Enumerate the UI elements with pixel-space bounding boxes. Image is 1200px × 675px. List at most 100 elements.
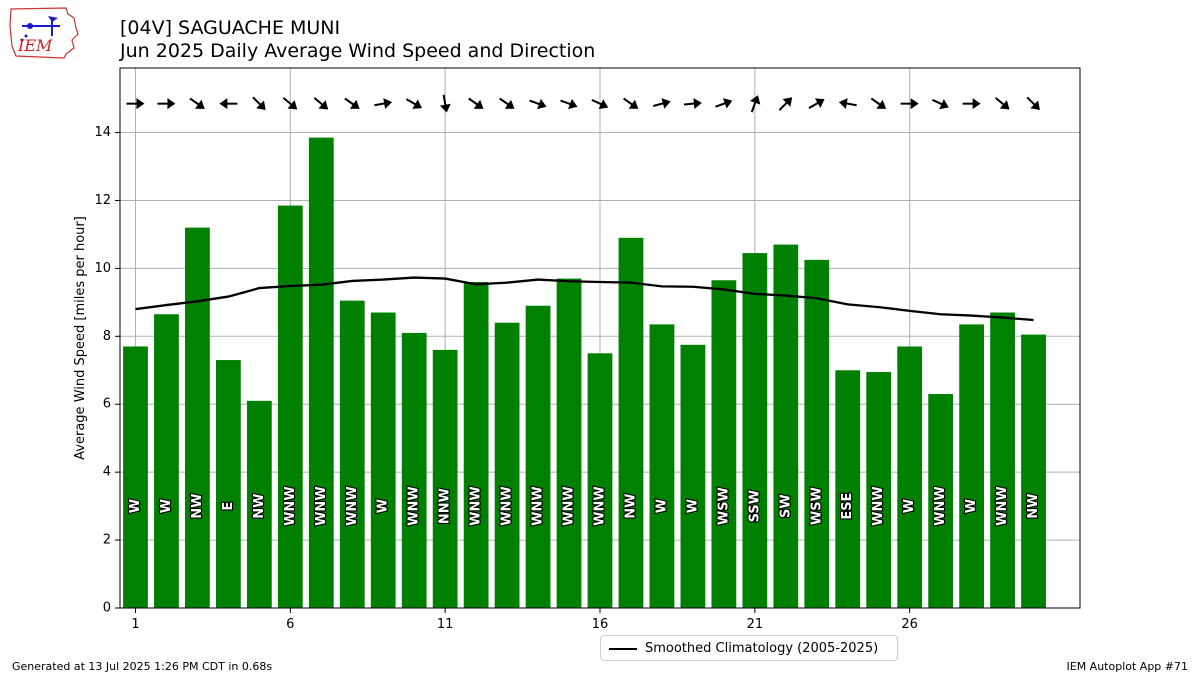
direction-label-day-19: W — [685, 499, 700, 513]
legend-line-swatch — [609, 648, 637, 650]
wind-arrow-head-day-10 — [412, 99, 422, 109]
bar-day-4 — [216, 360, 241, 608]
y-tick-label: 4 — [103, 465, 111, 480]
bar-day-20 — [711, 280, 737, 608]
wind-arrow-shaft-day-14 — [529, 99, 542, 106]
direction-label-day-14: WNW — [531, 486, 546, 526]
direction-label-day-8: WNW — [345, 486, 360, 526]
bar-day-29 — [990, 312, 1015, 608]
y-axis-label: Average Wind Speed [miles per hour] — [73, 216, 88, 460]
wind-arrow-head-day-14 — [537, 98, 547, 110]
bar-day-26 — [897, 346, 923, 608]
wind-arrow-head-day-22 — [782, 97, 793, 107]
bar-day-1 — [123, 346, 148, 608]
wind-arrow-head-day-6 — [287, 100, 298, 110]
direction-label-day-29: WNW — [995, 486, 1010, 526]
direction-label-day-25: WNW — [871, 486, 886, 526]
y-tick-label: 6 — [103, 397, 111, 412]
wind-arrow-shaft-day-18 — [652, 101, 666, 107]
title-line-station: [04V] SAGUACHE MUNI — [120, 17, 341, 39]
bar-day-18 — [649, 324, 675, 608]
bar-day-25 — [866, 371, 892, 608]
wind-arrow-head-day-9 — [383, 98, 393, 109]
bar-day-24 — [835, 370, 861, 608]
wind-arrow-head-day-11 — [439, 103, 451, 113]
bar-day-15 — [556, 278, 582, 608]
wind-arrow-shaft-day-12 — [468, 97, 480, 107]
iem-logo: IEM — [8, 6, 80, 60]
direction-label-day-13: WNW — [500, 486, 515, 526]
direction-label-day-27: WNW — [933, 486, 948, 526]
direction-label-day-17: NW — [623, 493, 638, 518]
wind-arrow-head-day-2 — [167, 98, 176, 110]
direction-label-day-16: WNW — [593, 486, 608, 526]
wind-arrow-shaft-day-25 — [870, 97, 882, 107]
direction-label-day-11: NNW — [438, 488, 453, 524]
bar-day-22 — [773, 244, 799, 609]
bar-day-13 — [494, 322, 520, 608]
bar-day-2 — [154, 314, 179, 608]
direction-label-day-24: ESE — [840, 493, 855, 520]
wind-arrow-head-day-25 — [876, 99, 887, 109]
direction-label-day-15: WNW — [562, 486, 577, 526]
chart-title: [04V] SAGUACHE MUNI Jun 2025 Daily Avera… — [120, 17, 595, 63]
bar-day-27 — [928, 394, 954, 608]
bar-day-19 — [680, 344, 706, 608]
bar-day-5 — [246, 400, 272, 608]
bar-day-14 — [525, 305, 551, 608]
direction-label-day-21: SSW — [747, 490, 762, 522]
bar-day-30 — [1021, 334, 1046, 608]
wind-arrow-head-day-26 — [910, 98, 919, 110]
x-tick-label: 26 — [901, 617, 918, 632]
x-tick-label: 21 — [747, 617, 764, 632]
wind-arrow-head-day-24 — [838, 98, 848, 109]
x-tick-label: 11 — [437, 617, 454, 632]
direction-label-day-23: WSW — [809, 487, 824, 525]
wind-arrow-head-day-21 — [750, 95, 761, 105]
title-line-description: Jun 2025 Daily Average Wind Speed and Di… — [120, 40, 596, 62]
direction-label-day-9: W — [376, 499, 391, 513]
bar-day-28 — [959, 324, 984, 608]
wind-arrow-head-day-29 — [999, 100, 1010, 110]
wind-arrow-head-day-23 — [814, 98, 825, 108]
wind-arrow-shaft-day-27 — [932, 98, 944, 106]
y-tick-label: 12 — [94, 193, 111, 208]
climatology-line — [135, 276, 1034, 322]
x-tick-label: 1 — [131, 617, 139, 632]
wind-arrow-shaft-day-15 — [560, 99, 573, 106]
direction-label-day-30: NW — [1026, 493, 1041, 518]
direction-label-day-1: W — [128, 499, 143, 513]
wind-arrow-head-day-19 — [693, 98, 702, 110]
logo-text: IEM — [17, 36, 53, 55]
wind-arrow-head-day-27 — [939, 99, 949, 110]
wind-arrow-shaft-day-16 — [591, 98, 604, 106]
bar-day-12 — [463, 281, 489, 608]
wind-arrow-head-day-12 — [473, 99, 484, 109]
wind-arrow-shaft-day-29 — [995, 97, 1006, 107]
wind-arrow-head-day-30 — [1030, 100, 1040, 111]
direction-label-day-2: W — [159, 499, 174, 513]
wind-arrow-head-day-13 — [504, 99, 515, 109]
bar-day-7 — [308, 137, 334, 609]
wind-arrow-head-day-15 — [568, 98, 578, 110]
direction-label-day-7: WNW — [314, 486, 329, 526]
direction-label-day-26: W — [902, 499, 917, 513]
generated-timestamp: Generated at 13 Jul 2025 1:26 PM CDT in … — [12, 660, 273, 673]
bar-day-10 — [401, 332, 427, 608]
app-label: IEM Autoplot App #71 — [1066, 660, 1189, 673]
wind-arrow-shaft-day-17 — [623, 97, 634, 107]
wind-arrow-head-day-3 — [195, 99, 205, 109]
bar-day-21 — [742, 253, 768, 608]
bar-day-8 — [339, 300, 365, 608]
y-tick-label: 10 — [94, 261, 111, 276]
direction-label-day-6: WNW — [283, 486, 298, 526]
direction-label-day-5: NW — [252, 493, 267, 518]
wind-arrow-head-day-28 — [972, 98, 981, 110]
direction-label-day-4: E — [221, 502, 236, 511]
bar-day-17 — [618, 237, 644, 608]
direction-label-day-12: WNW — [469, 486, 484, 526]
wind-arrow-head-day-1 — [136, 98, 145, 110]
direction-label-day-28: W — [964, 499, 979, 513]
wind-arrow-head-day-20 — [722, 98, 733, 109]
bar-day-16 — [587, 353, 613, 608]
